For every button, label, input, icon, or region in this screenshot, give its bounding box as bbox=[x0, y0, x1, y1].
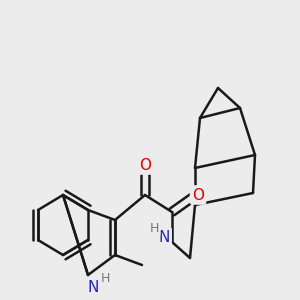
Text: H: H bbox=[100, 272, 110, 284]
Text: H: H bbox=[149, 221, 159, 235]
Text: N: N bbox=[87, 280, 99, 295]
Text: O: O bbox=[192, 188, 204, 202]
Text: N: N bbox=[158, 230, 170, 244]
Text: O: O bbox=[139, 158, 151, 172]
